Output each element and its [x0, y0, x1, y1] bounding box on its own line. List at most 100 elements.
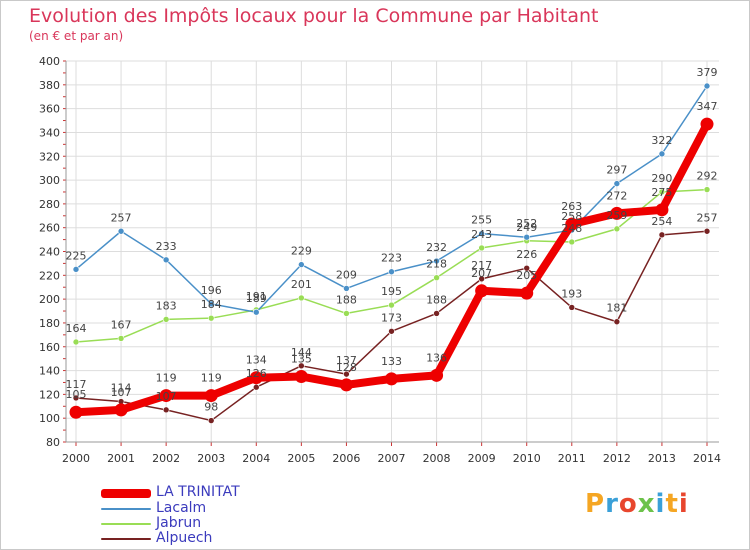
data-label-jabrun: 201 — [291, 278, 312, 291]
data-point-jabrun — [207, 314, 215, 322]
data-label-jabrun: 167 — [111, 318, 132, 331]
legend-label-alpuech: Alpuech — [156, 530, 213, 546]
y-tick-label: 320 — [39, 150, 60, 163]
data-point-alpuech — [703, 227, 711, 235]
data-label-la-trinitat: 134 — [246, 354, 267, 367]
logo-letter: t — [665, 489, 679, 519]
y-tick-label: 120 — [39, 388, 60, 401]
y-tick-label: 360 — [39, 103, 60, 116]
data-point-lacalm — [207, 300, 215, 308]
data-point-lacalm — [433, 257, 440, 265]
data-label-jabrun: 290 — [651, 172, 672, 185]
chart-title: Evolution des Impôts locaux pour la Comm… — [29, 5, 599, 27]
data-point-jabrun — [658, 188, 666, 196]
data-label-la-trinitat: 275 — [651, 186, 672, 199]
data-label-la-trinitat: 133 — [381, 355, 402, 368]
data-point-la-trinitat — [339, 378, 353, 392]
data-label-la-trinitat: 272 — [606, 189, 627, 202]
data-point-lacalm — [162, 256, 170, 264]
data-label-alpuech: 137 — [336, 354, 357, 367]
data-label-jabrun: 243 — [471, 228, 492, 241]
data-label-lacalm: 258 — [561, 210, 582, 223]
data-label-lacalm: 379 — [697, 66, 718, 79]
proxiti-logo: Proxiti — [585, 489, 689, 519]
data-point-la-trinitat — [700, 117, 714, 131]
data-label-jabrun: 218 — [426, 258, 447, 271]
data-point-la-trinitat — [385, 372, 398, 386]
data-label-la-trinitat: 263 — [561, 200, 582, 213]
legend-label-jabrun: Jabrun — [156, 515, 202, 531]
logo-letter: x — [637, 489, 656, 519]
data-label-jabrun: 188 — [336, 293, 357, 306]
y-tick-label: 260 — [39, 222, 60, 235]
data-label-la-trinitat: 128 — [336, 361, 357, 374]
data-label-la-trinitat: 347 — [697, 100, 718, 113]
data-label-lacalm: 297 — [606, 164, 627, 177]
y-tick-label: 180 — [39, 317, 60, 330]
data-label-la-trinitat: 207 — [471, 267, 492, 280]
data-label-jabrun: 248 — [561, 222, 582, 235]
data-label-alpuech: 173 — [381, 311, 402, 324]
x-tick-label: 2007 — [378, 452, 406, 465]
data-label-lacalm: 252 — [516, 217, 537, 230]
y-tick-label: 100 — [39, 412, 60, 425]
data-point-jabrun — [478, 244, 485, 252]
data-label-lacalm: 225 — [66, 249, 87, 262]
data-label-alpuech: 126 — [246, 367, 267, 380]
data-label-lacalm: 189 — [246, 292, 267, 305]
data-point-lacalm — [252, 308, 260, 316]
data-point-alpuech — [162, 406, 170, 414]
x-tick-label: 2009 — [468, 452, 496, 465]
legend-swatch-la-trinitat — [101, 488, 151, 498]
data-point-jabrun — [388, 301, 395, 309]
data-point-la-trinitat — [114, 403, 128, 417]
data-point-la-trinitat — [159, 389, 173, 403]
data-label-jabrun: 292 — [697, 170, 718, 183]
logo-letter: i — [655, 489, 666, 519]
data-point-jabrun — [343, 310, 350, 317]
y-tick-label: 160 — [39, 341, 60, 354]
logo-letter: o — [618, 489, 638, 519]
data-label-la-trinitat: 136 — [426, 351, 447, 364]
data-label-alpuech: 107 — [156, 390, 177, 403]
x-tick-label: 2012 — [603, 452, 631, 465]
data-label-la-trinitat: 107 — [111, 386, 132, 399]
y-tick-label: 200 — [39, 293, 60, 306]
data-label-jabrun: 184 — [201, 298, 222, 311]
data-point-la-trinitat — [655, 203, 669, 217]
data-label-la-trinitat: 205 — [516, 269, 537, 282]
data-label-jabrun: 164 — [66, 322, 87, 335]
data-point-la-trinitat — [69, 405, 83, 419]
data-label-jabrun: 259 — [606, 209, 627, 222]
logo-letter: i — [678, 489, 689, 519]
legend-item-lacalm: Lacalm — [101, 500, 206, 517]
data-point-la-trinitat — [294, 370, 308, 384]
data-label-jabrun: 191 — [246, 290, 267, 303]
data-point-alpuech — [478, 275, 485, 283]
data-label-alpuech: 254 — [651, 215, 672, 228]
legend-item-la-trinitat: LA TRINITAT — [101, 484, 240, 501]
data-label-lacalm: 255 — [471, 214, 492, 227]
logo-letter: P — [585, 489, 606, 519]
data-label-la-trinitat: 119 — [201, 372, 222, 385]
data-point-lacalm — [658, 150, 666, 158]
chart-subtitle: (en € et par an) — [29, 29, 124, 43]
legend-item-jabrun: Jabrun — [101, 515, 201, 532]
data-label-lacalm: 257 — [111, 211, 132, 224]
legend-label-lacalm: Lacalm — [156, 500, 207, 516]
data-label-alpuech: 114 — [111, 382, 132, 395]
x-tick-label: 2001 — [107, 452, 135, 465]
x-tick-label: 2003 — [197, 452, 225, 465]
y-tick-label: 240 — [39, 246, 60, 259]
legend-item-alpuech: Alpuech — [101, 530, 212, 547]
data-point-lacalm — [298, 261, 305, 268]
data-point-alpuech — [252, 383, 260, 391]
x-tick-label: 2008 — [423, 452, 451, 465]
data-point-lacalm — [703, 82, 711, 90]
data-point-jabrun — [568, 238, 576, 246]
data-label-alpuech: 226 — [516, 248, 537, 261]
data-label-lacalm: 209 — [336, 268, 357, 281]
data-point-jabrun — [72, 338, 80, 346]
data-label-lacalm: 229 — [291, 245, 312, 258]
data-point-la-trinitat — [565, 217, 579, 231]
